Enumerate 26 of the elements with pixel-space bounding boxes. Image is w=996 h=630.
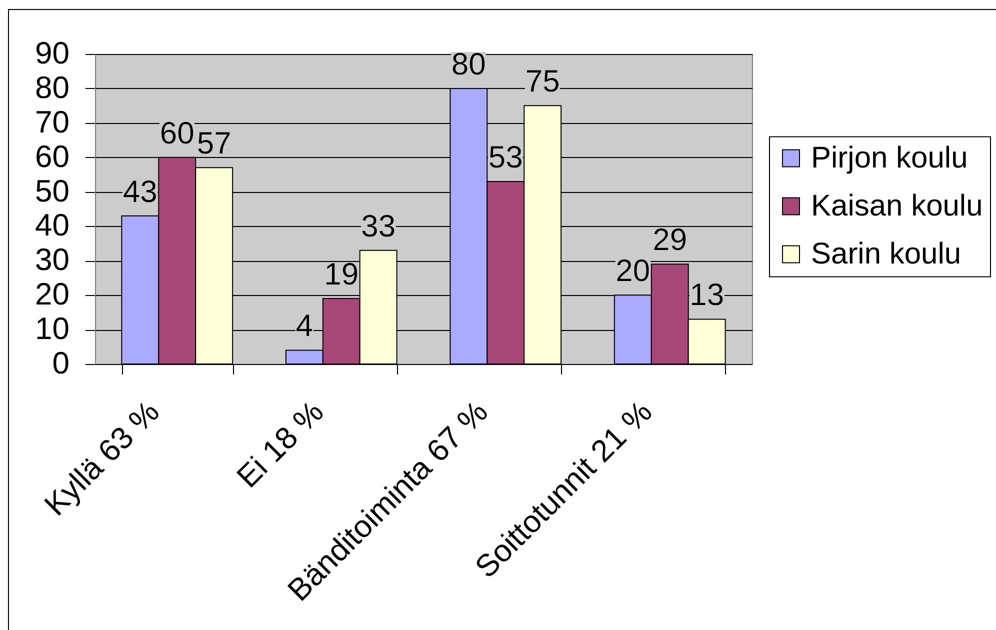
data-label: 33	[361, 208, 396, 244]
data-label: 57	[196, 126, 232, 161]
y-tick-label: 80	[35, 70, 70, 105]
y-tick-label: 10	[35, 311, 70, 346]
y-tick-label: 20	[35, 276, 70, 312]
data-label: 20	[616, 253, 650, 288]
data-label: 53	[488, 139, 523, 174]
x-tick-label: Ei 18 %	[230, 394, 330, 494]
y-tick-label: 40	[35, 208, 70, 243]
y-tick-label: 90	[35, 36, 70, 70]
y-tick-label: 30	[35, 242, 70, 278]
y-tick-label: 50	[35, 173, 70, 208]
y-tick-label: 60	[35, 138, 70, 174]
legend-label: Sarin koulu	[811, 237, 962, 270]
data-label: 13	[690, 277, 724, 312]
legend-label: Pirjon koulu	[811, 141, 968, 174]
y-tick-label: 0	[52, 346, 70, 380]
data-label: 4	[296, 308, 314, 344]
data-label: 43	[122, 174, 158, 209]
data-label: 60	[160, 115, 194, 150]
data-label: 29	[652, 222, 688, 258]
data-label: 80	[451, 46, 486, 82]
data-label: 75	[525, 64, 560, 99]
legend-label: Kaisan koulu	[811, 189, 983, 222]
y-tick-label: 70	[35, 104, 70, 140]
data-label: 19	[324, 256, 359, 292]
